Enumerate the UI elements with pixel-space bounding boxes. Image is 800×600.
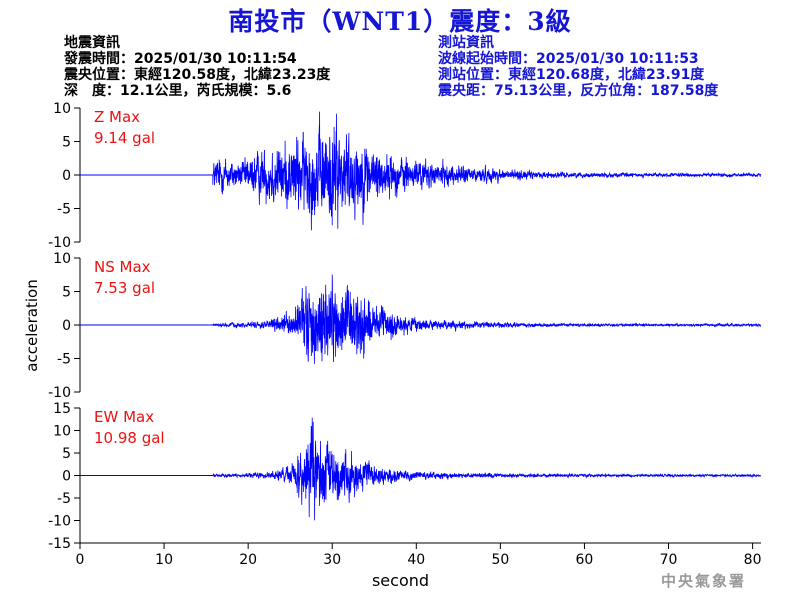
station-info-block: 測站資訊 波線起始時間：2025/01/30 10:11:53 測站位置：東經1…	[438, 35, 718, 99]
y-tick-label: 5	[62, 285, 71, 301]
station-location: 測站位置：東經120.68度，北緯23.91度	[438, 67, 705, 83]
y-tick-label: -10	[48, 235, 71, 251]
max-value-ns: 7.53 gal	[94, 279, 155, 297]
y-tick-label: -5	[57, 491, 71, 507]
event-info-block: 地震資訊 發震時間：2025/01/30 10:11:54 震央位置：東經120…	[64, 35, 330, 99]
max-label-ew: EW Max	[94, 408, 154, 426]
epicenter-location: 震央位置：東經120.58度，北緯23.23度	[64, 67, 331, 83]
station-info-heading: 測站資訊	[438, 35, 494, 51]
y-tick-label: -15	[48, 536, 71, 552]
x-tick-label: 70	[660, 552, 678, 568]
y-tick-label: 5	[62, 135, 71, 151]
y-tick-label: -5	[57, 352, 71, 368]
waveform-ew	[80, 417, 762, 521]
max-value-ew: 10.98 gal	[94, 429, 165, 447]
y-tick-label: 10	[53, 101, 71, 117]
y-tick-label: 0	[62, 318, 71, 334]
agency-credit: 中央氣象署	[660, 572, 746, 590]
y-tick-label: 10	[53, 424, 71, 440]
waveform-z	[80, 111, 762, 231]
y-tick-label: 0	[62, 469, 71, 485]
x-tick-label: 30	[323, 552, 341, 568]
x-tick-label: 10	[155, 552, 173, 568]
x-tick-label: 40	[407, 552, 425, 568]
event-info-heading: 地震資訊	[64, 35, 120, 51]
x-tick-label: 20	[239, 552, 257, 568]
y-tick-label: 5	[62, 446, 71, 462]
x-tick-label: 60	[576, 552, 594, 568]
waveform-ns	[80, 274, 762, 364]
y-tick-label: 10	[53, 251, 71, 267]
x-tick-label: 0	[76, 552, 85, 568]
x-tick-label: 80	[744, 552, 762, 568]
x-tick-label: 50	[491, 552, 509, 568]
x-axis-label: second	[372, 571, 429, 590]
max-label-ns: NS Max	[94, 258, 151, 276]
y-tick-label: -5	[57, 202, 71, 218]
max-label-z: Z Max	[94, 108, 140, 126]
distance-azimuth: 震央距：75.13公里，反方位角：187.58度	[438, 83, 719, 99]
depth-magnitude: 深 度：12.1公里，芮氏規模：5.6	[64, 83, 292, 99]
origin-time: 發震時間：2025/01/30 10:11:54	[64, 51, 297, 67]
max-value-z: 9.14 gal	[94, 129, 155, 147]
y-axis-label: acceleration	[23, 279, 41, 371]
y-tick-label: -10	[48, 385, 71, 401]
wave-start-time: 波線起始時間：2025/01/30 10:11:53	[438, 51, 699, 67]
y-tick-label: 0	[62, 168, 71, 184]
chart-title: 南投市（WNT1）震度：3級	[228, 7, 572, 36]
y-tick-label: -10	[48, 514, 71, 530]
y-tick-label: 15	[53, 401, 71, 417]
